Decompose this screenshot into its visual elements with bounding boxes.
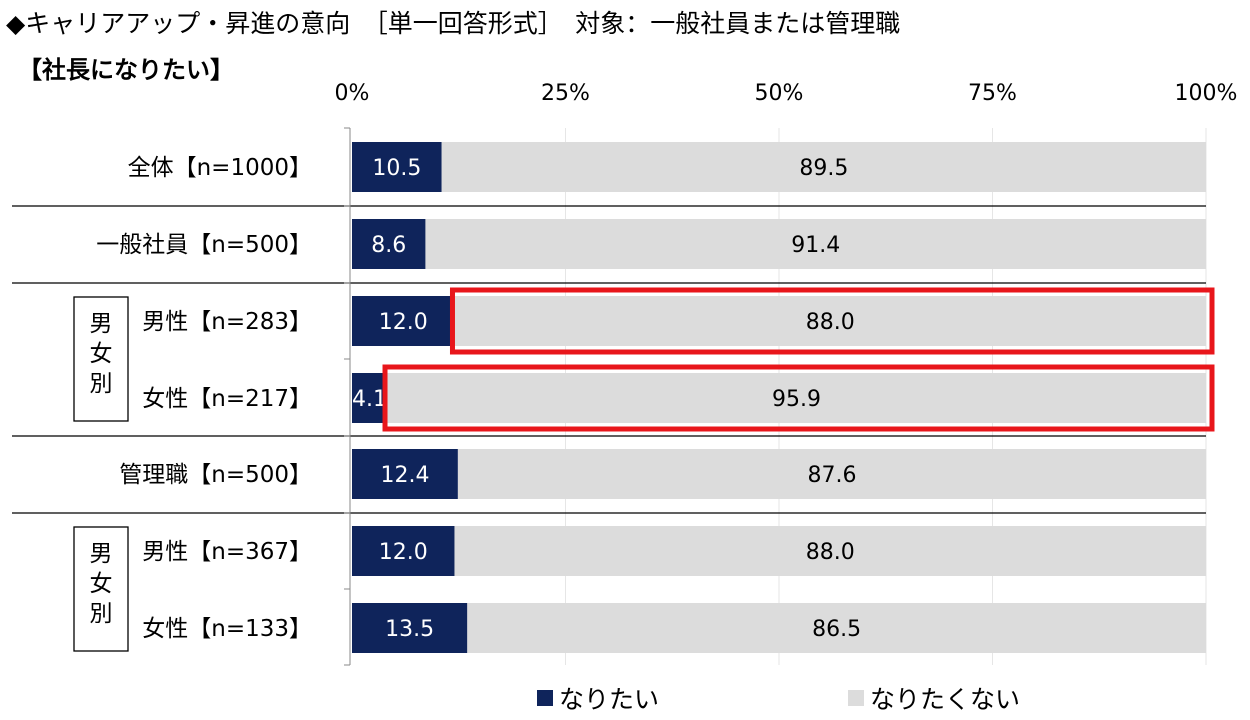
data-label-not-want: 88.0	[806, 310, 855, 335]
chart-title: 【社長になりたい】	[18, 56, 234, 84]
x-tick-label: 25%	[541, 81, 590, 106]
bar-not-want	[457, 449, 1206, 499]
bar-want	[352, 142, 442, 192]
category-label: 管理職【n=500】	[119, 462, 312, 488]
header-title: ◆キャリアアップ・昇進の意向 ［単一回答形式］ 対象：一般社員または管理職	[6, 9, 901, 38]
bar-not-want	[387, 373, 1206, 423]
legend-swatch-want	[537, 690, 553, 706]
data-label-want: 10.5	[372, 156, 421, 181]
bar-want	[352, 296, 455, 346]
category-label: 男性【n=367】	[142, 539, 312, 565]
legend-label-not-want: なりたくない	[870, 685, 1021, 714]
category-label: 女性【n=217】	[142, 386, 312, 412]
bar-not-want	[425, 219, 1207, 269]
bar-not-want	[454, 526, 1207, 576]
x-tick-label: 0%	[335, 81, 370, 106]
highlight-box	[382, 364, 1215, 432]
bar-want	[352, 526, 455, 576]
group-label: 男女別	[90, 541, 113, 627]
data-label-not-want: 87.6	[807, 463, 856, 488]
data-label-not-want: 95.9	[772, 387, 821, 412]
data-label-want: 12.0	[379, 540, 428, 565]
data-label-want: 12.4	[380, 463, 429, 488]
legend-swatch-not-want	[848, 690, 864, 706]
bar-not-want	[441, 142, 1206, 192]
category-label: 一般社員【n=500】	[96, 232, 312, 258]
category-label: 男性【n=283】	[142, 309, 312, 335]
bar-not-want	[467, 603, 1206, 653]
data-label-want: 13.5	[385, 617, 434, 642]
data-label-not-want: 86.5	[812, 617, 861, 642]
legend-item-want: なりたい	[537, 680, 659, 716]
data-label-want: 12.0	[379, 310, 428, 335]
data-label-not-want: 88.0	[806, 540, 855, 565]
bar-not-want	[454, 296, 1207, 346]
data-label-not-want: 91.4	[791, 233, 840, 258]
group-label: 男女別	[90, 311, 113, 397]
x-tick-label: 50%	[755, 81, 804, 106]
legend-item-not-want: なりたくない	[848, 680, 1020, 716]
x-tick-label: 75%	[968, 81, 1017, 106]
bar-want	[352, 603, 468, 653]
group-label-box	[73, 526, 129, 652]
highlight-box	[449, 287, 1215, 355]
bar-want	[352, 373, 388, 423]
legend-label-want: なりたい	[559, 685, 660, 714]
category-label: 女性【n=133】	[142, 616, 312, 642]
category-label: 全体【n=1000】	[128, 155, 312, 181]
bar-want	[352, 219, 426, 269]
x-tick-label: 100%	[1175, 81, 1238, 106]
data-label-want: 8.6	[371, 233, 406, 258]
data-label-not-want: 89.5	[799, 156, 848, 181]
data-label-want: 4.1	[352, 387, 387, 412]
bar-want	[352, 449, 458, 499]
group-label-box	[73, 296, 129, 422]
